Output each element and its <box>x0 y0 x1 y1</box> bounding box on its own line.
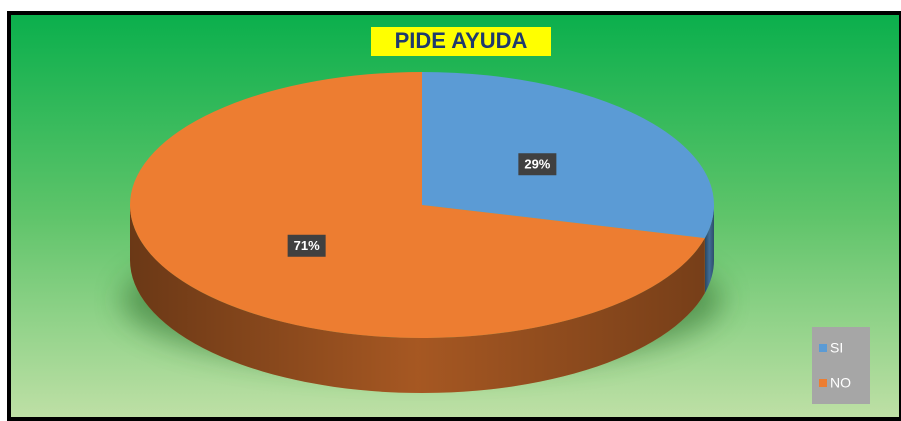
title-box <box>371 27 551 56</box>
pie: 29% 71% <box>130 72 715 394</box>
legend-items: SI NO <box>819 340 851 391</box>
data-label-box <box>287 234 326 257</box>
legend <box>812 327 870 404</box>
legend-swatch <box>819 379 827 387</box>
legend-label: SI <box>830 340 843 356</box>
chart-title: PIDE AYUDA <box>395 28 528 53</box>
data-label-box <box>518 153 557 176</box>
slice <box>422 72 715 239</box>
slice <box>130 72 705 339</box>
data-label: 29% <box>524 157 550 172</box>
legend-label: NO <box>830 375 851 391</box>
data-label: 71% <box>294 238 320 253</box>
slice-side-shade <box>704 205 714 294</box>
slice-side-shade <box>130 205 705 394</box>
legend-swatch <box>819 344 827 352</box>
